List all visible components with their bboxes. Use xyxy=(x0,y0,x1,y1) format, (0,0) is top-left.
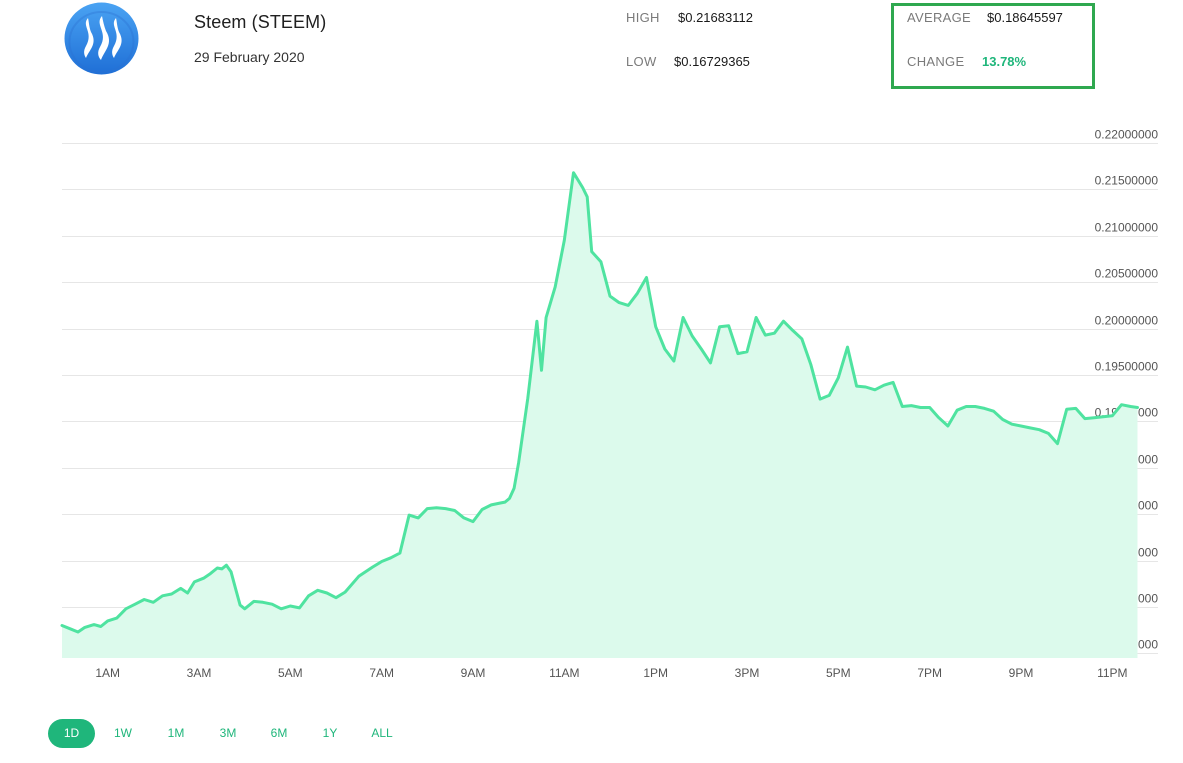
y-tick-label: 0.21500000 xyxy=(1095,174,1159,188)
change-label: CHANGE xyxy=(907,54,965,69)
y-tick-label: 0.20000000 xyxy=(1095,314,1159,328)
range-tab-1y[interactable]: 1Y xyxy=(322,726,338,740)
y-tick-label: 0.21000000 xyxy=(1095,221,1159,235)
price-area xyxy=(62,172,1138,658)
x-tick-label: 7AM xyxy=(369,666,394,680)
steem-logo-icon xyxy=(64,2,139,75)
average-label: AVERAGE xyxy=(907,10,971,25)
range-tab-6m[interactable]: 6M xyxy=(270,726,288,740)
high-value: $0.21683112 xyxy=(678,10,753,25)
coin-date: 29 February 2020 xyxy=(194,49,305,65)
range-tab-1d[interactable]: 1D xyxy=(48,719,95,748)
y-tick-label: 0.20500000 xyxy=(1095,267,1159,281)
x-tick-label: 3PM xyxy=(735,666,760,680)
range-tab-3m[interactable]: 3M xyxy=(219,726,237,740)
y-tick-label: 0.22000000 xyxy=(1095,128,1159,142)
average-value: $0.18645597 xyxy=(987,10,1063,25)
x-tick-label: 1PM xyxy=(643,666,668,680)
y-tick-label: 0.19500000 xyxy=(1095,360,1159,374)
x-tick-label: 9AM xyxy=(461,666,486,680)
coin-name: Steem (STEEM) xyxy=(194,12,327,32)
x-tick-label: 9PM xyxy=(1009,666,1034,680)
x-tick-label: 7PM xyxy=(917,666,942,680)
highlight-box xyxy=(891,3,1095,89)
price-chart[interactable]: 0.165000000.170000000.175000000.18000000… xyxy=(0,0,1183,700)
change-value: 13.78% xyxy=(982,54,1027,69)
range-tab-1w[interactable]: 1W xyxy=(114,726,132,740)
x-tick-label: 5PM xyxy=(826,666,851,680)
x-tick-label: 1AM xyxy=(95,666,120,680)
price-line xyxy=(60,171,1139,634)
x-tick-label: 5AM xyxy=(278,666,303,680)
x-tick-label: 11AM xyxy=(549,666,579,680)
low-value: $0.16729365 xyxy=(674,54,750,69)
range-tab-1m[interactable]: 1M xyxy=(167,726,185,740)
low-label: LOW xyxy=(626,54,657,69)
x-tick-label: 11PM xyxy=(1097,666,1127,680)
x-tick-label: 3AM xyxy=(187,666,212,680)
high-label: HIGH xyxy=(626,10,660,25)
range-tab-all[interactable]: ALL xyxy=(371,726,393,740)
